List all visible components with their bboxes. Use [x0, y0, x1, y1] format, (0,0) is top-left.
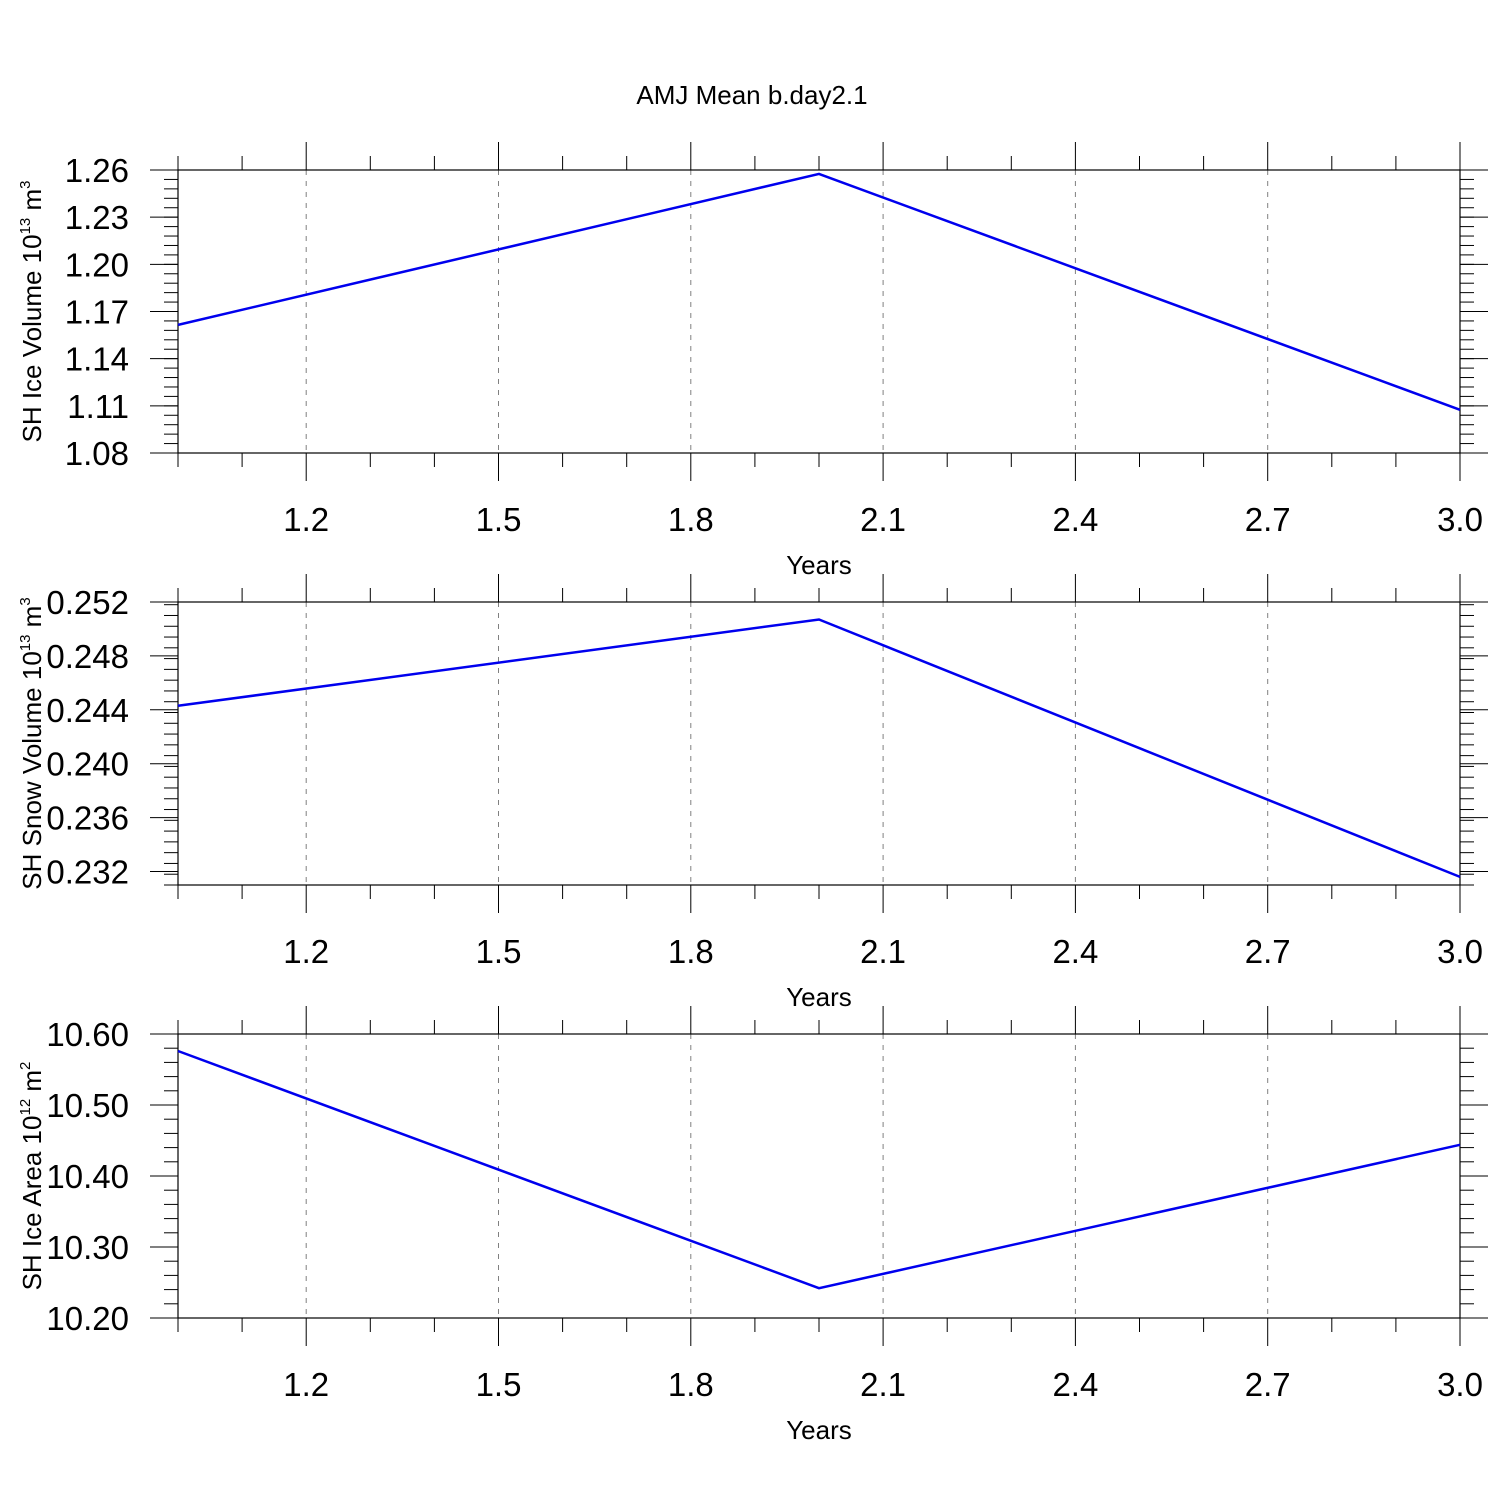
y-tick-label: 10.60 [46, 1016, 129, 1053]
y-tick-label: 10.50 [46, 1087, 129, 1124]
y-tick-label: 0.236 [46, 800, 129, 837]
panel-1: AMJ Mean b.day2.1 1.2 1.5 1.8 2.1 2.4 2.7 3.0 1.… [17, 80, 1488, 580]
x-axis-label: Years [786, 550, 852, 580]
y-axis-label: SH Ice Volume 1013 m3 [17, 180, 47, 442]
y-tick-label: 0.240 [46, 746, 129, 783]
x-tick-label: 2.7 [1245, 1366, 1291, 1403]
y-tick-label: 1.26 [65, 152, 129, 189]
x-tick-label: 2.7 [1245, 933, 1291, 970]
x-tick-label: 1.5 [476, 1366, 522, 1403]
y-tick-label: 1.08 [65, 435, 129, 472]
y-axis-label-text: SH Ice Volume 10 [17, 234, 47, 442]
x-tick-label: 3.0 [1437, 1366, 1483, 1403]
x-tick-label: 1.8 [668, 501, 714, 538]
y-tick-label: 0.244 [46, 692, 129, 729]
x-tick-label: 2.4 [1052, 1366, 1098, 1403]
x-tick-label: 2.4 [1052, 933, 1098, 970]
x-tick-label: 3.0 [1437, 501, 1483, 538]
series-line [177, 172, 1461, 411]
x-tick-label: 2.1 [860, 1366, 906, 1403]
y-tick-label: 10.30 [46, 1229, 129, 1266]
y-axis-label-superscript: 3 [17, 180, 34, 188]
x-tick-label: 1.2 [283, 501, 329, 538]
x-tick-label: 2.1 [860, 501, 906, 538]
y-axis-label-text: m [17, 1070, 47, 1099]
y-tick-label: 0.248 [46, 638, 129, 675]
y-tick-label: 10.20 [46, 1300, 129, 1337]
y-tick-label: 10.40 [46, 1158, 129, 1195]
y-axis-label-text: SH Snow Volume 10 [17, 651, 47, 889]
plot-frame [177, 601, 1461, 886]
y-axis-label-text: SH Ice Area 10 [17, 1116, 47, 1291]
y-axis-label: SH Ice Area 1012 m2 [17, 1062, 47, 1291]
y-tick-label: 1.17 [65, 294, 129, 331]
y-tick-label: 1.20 [65, 246, 129, 283]
y-axis-label-superscript: 13 [17, 218, 34, 235]
plot-frame [177, 1033, 1461, 1319]
y-axis-label-superscript: 13 [17, 635, 34, 652]
x-tick-label: 2.1 [860, 933, 906, 970]
series-line [177, 1049, 1461, 1290]
y-axis-label-superscript: 2 [17, 1062, 34, 1070]
y-axis-label-superscript: 3 [17, 597, 34, 605]
x-tick-label: 1.5 [476, 933, 522, 970]
chart-title: AMJ Mean b.day2.1 [636, 80, 867, 110]
x-tick-label: 1.8 [668, 1366, 714, 1403]
y-tick-label: 0.232 [46, 854, 129, 891]
x-tick-label: 2.7 [1245, 501, 1291, 538]
x-tick-label: 1.2 [283, 1366, 329, 1403]
y-axis-label: SH Snow Volume 1013 m3 [17, 597, 47, 889]
x-tick-label: 3.0 [1437, 933, 1483, 970]
x-axis-label: Years [786, 982, 852, 1012]
x-tick-label: 1.5 [476, 501, 522, 538]
panel-3: 1.2 1.5 1.8 2.1 2.4 2.7 3.0 10.20 10.30 10.40 10.5… [17, 1006, 1488, 1445]
plot-frame [177, 169, 1461, 454]
y-tick-label: 1.14 [65, 341, 129, 378]
x-tick-label: 1.8 [668, 933, 714, 970]
series-line [177, 618, 1461, 879]
y-axis-label-superscript: 12 [17, 1099, 34, 1116]
y-tick-label: 1.23 [65, 199, 129, 236]
y-tick-label: 1.11 [67, 388, 129, 425]
panel-2: 1.2 1.5 1.8 2.1 2.4 2.7 3.0 0.232 0.236 0.240 0.24… [17, 574, 1488, 1012]
y-axis-label-text: m [17, 606, 47, 635]
x-tick-label: 1.2 [283, 933, 329, 970]
x-tick-label: 2.4 [1052, 501, 1098, 538]
y-tick-label: 0.252 [46, 584, 129, 621]
x-axis-label: Years [786, 1415, 852, 1445]
y-axis-label-text: m [17, 189, 47, 218]
